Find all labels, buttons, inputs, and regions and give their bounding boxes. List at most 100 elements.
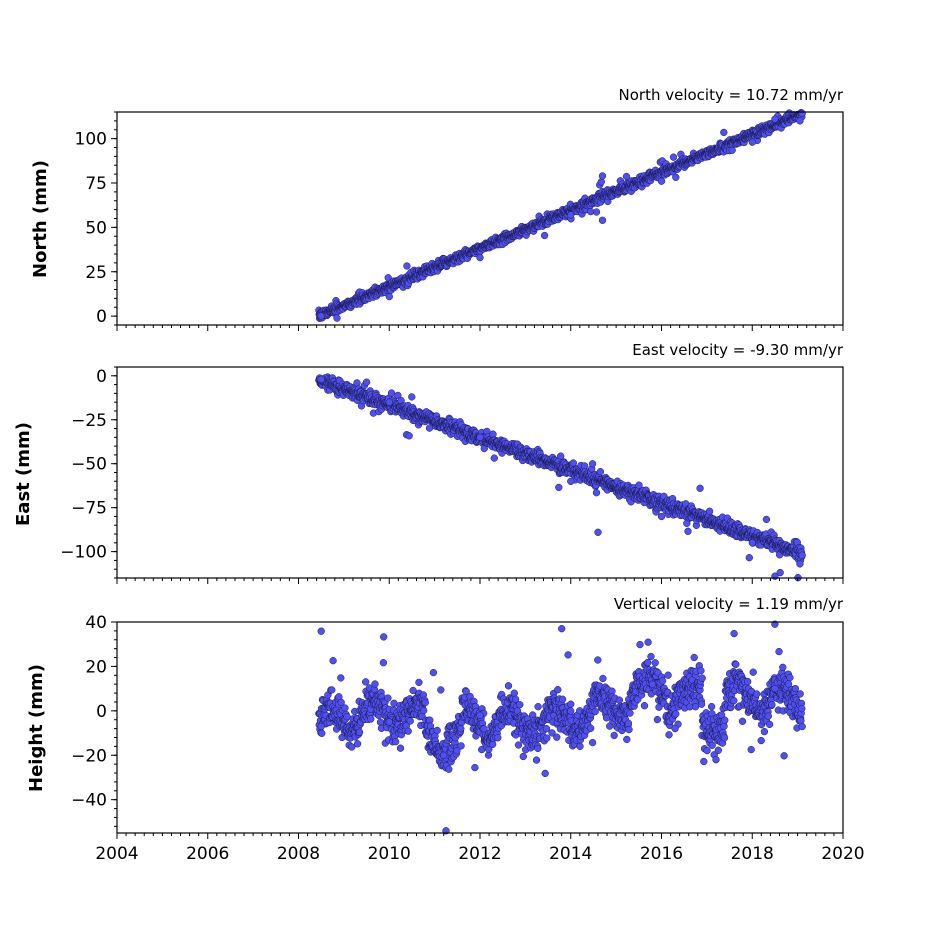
east-point (405, 432, 413, 440)
height-point (732, 660, 740, 669)
height-point (426, 716, 434, 724)
height-point (445, 765, 453, 773)
height-point (541, 769, 549, 778)
height-point (712, 756, 720, 764)
height-point (519, 752, 527, 761)
east-point (569, 459, 577, 467)
east-points (315, 373, 806, 582)
height-point (558, 695, 567, 703)
north-point (672, 173, 680, 181)
height-point (380, 633, 388, 641)
height-point (371, 680, 379, 688)
north-ytick-label: 100 (75, 130, 107, 150)
height-point (664, 671, 672, 679)
height-point (665, 731, 673, 739)
east-point (596, 468, 605, 476)
height-point (587, 724, 595, 732)
height-point (626, 709, 634, 717)
east-ytick-label: −100 (60, 543, 107, 563)
height-point (318, 729, 326, 737)
north-ytick-label: 75 (85, 174, 107, 194)
east-point (557, 452, 565, 460)
height-point (532, 756, 541, 764)
height-point (437, 686, 445, 694)
height-ytick-label: 40 (85, 613, 107, 633)
height-point (328, 686, 336, 694)
height-point (625, 725, 633, 734)
height-point (697, 667, 705, 675)
height-point (534, 744, 542, 753)
east-point (696, 484, 704, 492)
north-point (333, 314, 341, 322)
height-point (720, 722, 728, 730)
height-point (644, 638, 652, 646)
height-point (691, 703, 700, 711)
east-point (635, 481, 643, 489)
height-point (779, 663, 787, 671)
east-point (385, 398, 393, 406)
height-point (796, 690, 804, 698)
height-point (494, 734, 502, 742)
height-point (415, 678, 423, 687)
east-ytick-label: −75 (71, 499, 107, 519)
height-point (367, 715, 375, 723)
height-point (760, 727, 769, 736)
height-point (738, 717, 747, 725)
east-point (555, 483, 563, 492)
east-point (317, 375, 325, 383)
height-point (765, 720, 774, 729)
height-xtick-label: 2012 (458, 844, 501, 864)
east-point (353, 379, 361, 387)
height-point (651, 659, 659, 667)
height-point (672, 710, 680, 718)
height-xtick-label: 2018 (731, 844, 774, 864)
height-point (602, 714, 611, 722)
height-point (700, 757, 708, 766)
east-point (490, 454, 498, 462)
height-point (317, 722, 325, 731)
east-point (408, 393, 416, 401)
height-point (564, 651, 572, 659)
height-point (421, 698, 429, 707)
height-point (671, 724, 679, 733)
north-point (317, 312, 325, 320)
east-point (762, 515, 771, 524)
east-point (684, 527, 692, 535)
height-ytick-label: 0 (96, 702, 107, 722)
east-point (705, 507, 714, 515)
height-point (534, 703, 542, 711)
height-xtick-label: 2014 (549, 844, 592, 864)
height-point (420, 706, 428, 715)
north-plot-frame (116, 111, 844, 326)
height-point (653, 715, 662, 724)
height-point (353, 740, 362, 748)
height-point (744, 677, 752, 686)
height-xtick-label: 2010 (368, 844, 411, 864)
height-ytick-label: −40 (71, 791, 107, 811)
height-point (615, 696, 624, 704)
height-point (747, 745, 755, 754)
height-point (658, 677, 667, 685)
height-point (376, 718, 385, 726)
north-ylabel: North (mm) (30, 160, 51, 278)
height-point (640, 702, 649, 710)
height-point (775, 647, 783, 656)
height-point (429, 668, 438, 677)
east-point (489, 430, 497, 438)
north-point (598, 172, 607, 180)
height-point (567, 707, 575, 715)
height-point (698, 674, 706, 682)
height-point (355, 728, 364, 736)
height-point (644, 658, 652, 667)
north-point (597, 178, 605, 186)
height-ylabel: Height (mm) (26, 664, 47, 792)
north-ytick-label: 25 (85, 263, 107, 283)
height-point (721, 716, 729, 724)
height-xtick-label: 2020 (821, 844, 864, 864)
height-point (457, 742, 465, 750)
height-point (433, 726, 441, 735)
north-ytick-label: 0 (96, 307, 107, 327)
height-xtick-label: 2016 (640, 844, 683, 864)
